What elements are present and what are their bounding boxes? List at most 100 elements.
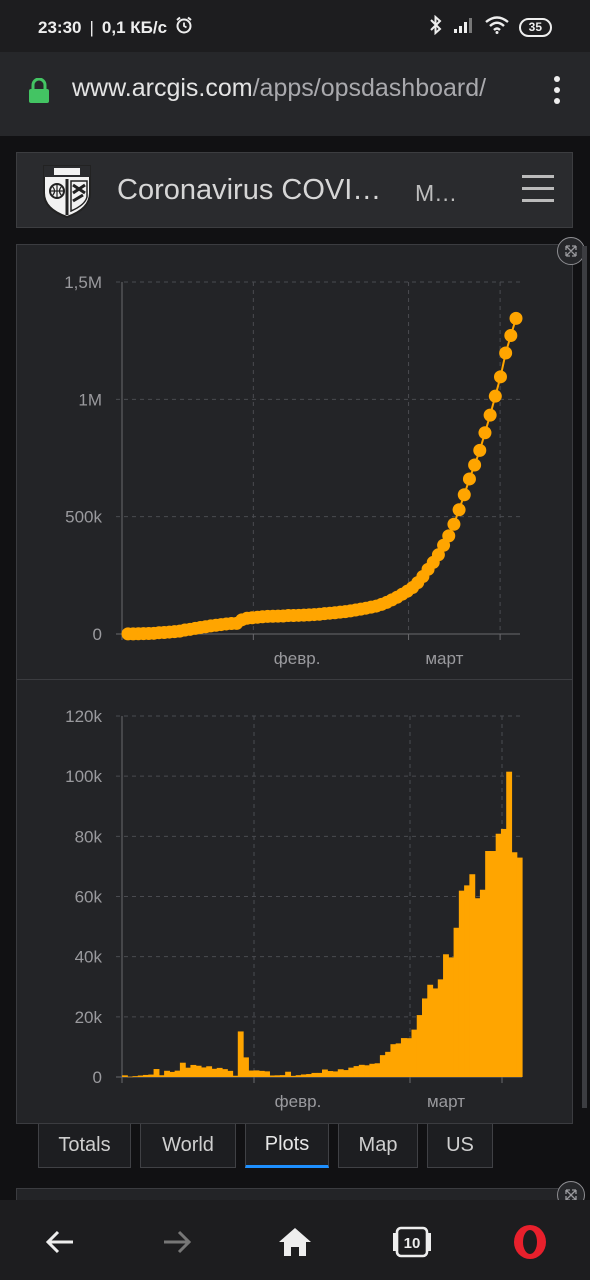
data-bar	[295, 1075, 302, 1077]
battery-indicator: 35	[518, 18, 552, 37]
home-icon[interactable]	[273, 1220, 317, 1264]
data-bar	[485, 851, 492, 1077]
data-bar	[379, 1055, 386, 1077]
expand-icon[interactable]	[557, 237, 585, 265]
data-point	[452, 503, 466, 517]
data-bar	[390, 1044, 397, 1077]
data-bar	[479, 889, 486, 1077]
data-point	[447, 517, 461, 531]
data-bar	[169, 1071, 176, 1077]
data-bar	[269, 1075, 276, 1077]
data-bar	[458, 890, 465, 1077]
data-bar	[143, 1074, 149, 1077]
y-tick-label: 120k	[65, 707, 102, 726]
network-speed: 0,1 КБ/с	[101, 17, 168, 37]
tab-us[interactable]: US	[427, 1124, 493, 1168]
signal-icon	[453, 16, 475, 39]
back-icon[interactable]	[38, 1220, 82, 1264]
data-bar	[195, 1065, 202, 1077]
x-tick-label: март	[425, 649, 463, 668]
y-tick-label: 40k	[75, 948, 103, 967]
bluetooth-icon	[429, 14, 443, 40]
data-point	[499, 346, 513, 360]
data-bar	[353, 1066, 360, 1077]
data-bar	[179, 1062, 186, 1077]
tabs-count: 10	[404, 1235, 421, 1252]
tab-label: Totals	[58, 1134, 111, 1156]
series-line	[127, 318, 517, 635]
tab-world[interactable]: World	[140, 1124, 236, 1168]
y-tick-label: 100k	[65, 767, 102, 786]
data-bar	[400, 1038, 407, 1077]
scrollbar-thumb[interactable]	[582, 246, 587, 1108]
data-bar	[243, 1057, 249, 1077]
data-point	[457, 488, 471, 502]
data-bar	[248, 1070, 255, 1077]
dashboard-title: Coronavirus COVI…	[117, 174, 382, 206]
data-bar	[500, 828, 507, 1077]
tab-plots[interactable]: Plots	[245, 1124, 329, 1168]
data-point	[431, 548, 445, 562]
data-bar	[164, 1070, 170, 1077]
separator: |	[89, 17, 94, 37]
data-bar	[495, 833, 502, 1077]
status-left: 23:30 | 0,1 КБ/с	[38, 16, 193, 39]
data-bar	[158, 1075, 165, 1077]
data-bar	[443, 954, 449, 1077]
data-bar	[285, 1071, 292, 1077]
data-bar	[227, 1070, 234, 1077]
url-field[interactable]: www.arcgis.com/apps/opsdashboard/	[72, 74, 486, 103]
data-bar	[300, 1074, 307, 1077]
data-bar	[253, 1070, 260, 1077]
data-bar	[327, 1071, 334, 1077]
data-bar	[490, 851, 497, 1077]
data-bar	[174, 1070, 181, 1077]
dashboard-tabs: Totals World Plots Map US	[38, 1124, 502, 1170]
lock-icon	[28, 77, 50, 109]
data-bar	[127, 1076, 134, 1078]
data-bar	[264, 1071, 270, 1077]
status-right: 35	[429, 14, 552, 40]
data-bar	[348, 1067, 355, 1077]
data-bar	[332, 1071, 339, 1077]
data-bar	[290, 1075, 297, 1077]
forward-icon[interactable]	[155, 1220, 199, 1264]
data-bar	[432, 988, 439, 1077]
more-vert-icon[interactable]	[554, 76, 562, 108]
data-bar	[274, 1075, 281, 1077]
data-bar	[516, 857, 523, 1077]
chart-divider	[17, 679, 572, 680]
data-bar	[511, 852, 518, 1077]
data-point	[483, 408, 497, 422]
y-tick-label: 1,5M	[64, 273, 102, 292]
tab-totals[interactable]: Totals	[38, 1124, 131, 1168]
data-bar	[153, 1069, 160, 1077]
data-point	[468, 458, 482, 472]
jhu-shield-icon	[41, 163, 93, 224]
expand-icon[interactable]	[557, 1181, 585, 1200]
tab-label: Map	[358, 1134, 398, 1156]
hamburger-icon[interactable]	[522, 175, 554, 205]
data-bar	[200, 1067, 207, 1077]
browser-url-bar: www.arcgis.com/apps/opsdashboard/	[0, 52, 590, 136]
data-bar	[427, 984, 434, 1077]
data-bar	[364, 1065, 370, 1077]
y-tick-label: 0	[93, 1068, 102, 1087]
data-bar	[422, 998, 428, 1077]
daily-chart-svg: 120k 100k 80k 60k 40k 20k 0 февр. март	[65, 707, 523, 1111]
data-bar	[469, 874, 476, 1077]
x-tick-label: март	[427, 1092, 465, 1111]
tab-map[interactable]: Map	[338, 1124, 418, 1168]
data-bar	[222, 1069, 228, 1077]
opera-icon[interactable]	[508, 1220, 552, 1264]
data-point	[493, 370, 507, 384]
url-domain: www.arcgis.com	[72, 74, 253, 102]
tabs-icon[interactable]: 10	[390, 1220, 434, 1264]
cumulative-cases-chart: 1,5M 1M 500k 0 февр. март	[17, 245, 572, 679]
url-path: /apps/opsdashboard/	[252, 74, 487, 102]
data-bar	[311, 1072, 318, 1077]
data-point	[504, 328, 518, 342]
alarm-icon	[175, 16, 193, 39]
data-bar	[137, 1075, 144, 1077]
data-bar	[416, 1015, 423, 1077]
